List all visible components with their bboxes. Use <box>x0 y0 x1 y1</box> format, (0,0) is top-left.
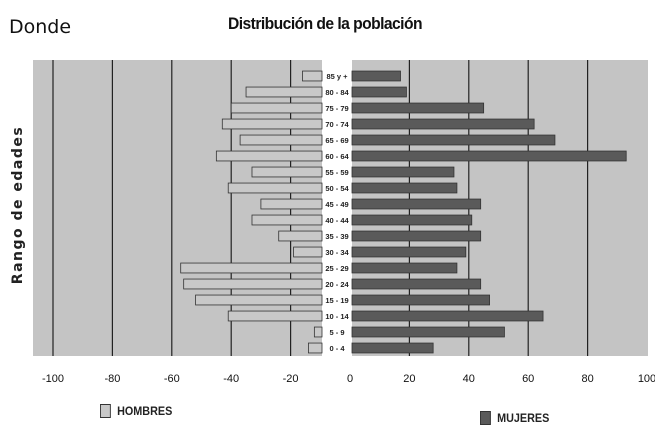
legend-swatch-mujeres <box>480 411 491 425</box>
bar-hombres <box>227 182 323 194</box>
x-tick-label: 60 <box>522 373 534 385</box>
bar-mujeres <box>351 118 535 130</box>
legend-swatch-hombres <box>100 404 111 418</box>
bar-hombres <box>308 342 323 354</box>
bar-mujeres <box>351 310 544 322</box>
bar-hombres <box>251 166 323 178</box>
bar-hombres <box>215 150 323 162</box>
category-label: 65 - 69 <box>325 136 348 145</box>
bar-hombres <box>183 278 323 290</box>
x-tick-label: -60 <box>164 373 180 385</box>
category-label: 70 - 74 <box>325 120 349 129</box>
bar-mujeres <box>351 262 458 274</box>
legend-label-hombres: HOMBRES <box>117 404 173 418</box>
category-label: 85 y + <box>326 72 348 81</box>
bar-hombres <box>230 102 323 114</box>
x-tick-label: 80 <box>581 373 593 385</box>
category-label: 75 - 79 <box>325 104 348 113</box>
center-label-band <box>322 60 352 356</box>
legend-mujeres: MUJERES <box>480 411 549 425</box>
category-label: 35 - 39 <box>325 232 348 241</box>
bar-hombres <box>293 246 323 258</box>
category-label: 5 - 9 <box>329 328 344 337</box>
category-label: 10 - 14 <box>325 312 349 321</box>
bar-mujeres <box>351 214 473 226</box>
bar-hombres <box>313 326 323 338</box>
bar-hombres <box>245 86 323 98</box>
bar-mujeres <box>351 86 407 98</box>
bar-mujeres <box>351 294 490 306</box>
bar-hombres <box>278 230 323 242</box>
legend-hombres: HOMBRES <box>100 404 172 418</box>
category-label: 55 - 59 <box>325 168 348 177</box>
category-label: 30 - 34 <box>325 248 349 257</box>
x-tick-label: -40 <box>223 373 239 385</box>
category-label: 45 - 49 <box>325 200 348 209</box>
category-label: 80 - 84 <box>325 88 349 97</box>
bar-mujeres <box>351 70 401 82</box>
x-tick-label: -80 <box>104 373 120 385</box>
bar-mujeres <box>351 342 434 354</box>
x-tick-label: -20 <box>283 373 299 385</box>
x-tick-label: -100 <box>42 373 64 385</box>
chart-title: Distribución de la población <box>228 14 423 33</box>
category-label: 50 - 54 <box>325 184 349 193</box>
bar-mujeres <box>351 278 482 290</box>
bar-mujeres <box>351 182 458 194</box>
category-label: 20 - 24 <box>325 280 349 289</box>
bar-hombres <box>180 262 323 274</box>
category-label: 25 - 29 <box>325 264 348 273</box>
header-word: Donde <box>9 16 72 38</box>
bar-hombres <box>221 118 323 130</box>
legend-label-mujeres: MUJERES <box>497 411 550 425</box>
bar-mujeres <box>351 230 482 242</box>
category-label: 40 - 44 <box>325 216 349 225</box>
bar-mujeres <box>351 134 556 146</box>
bar-hombres <box>260 198 323 210</box>
bar-mujeres <box>351 198 482 210</box>
bar-hombres <box>302 70 323 82</box>
bar-hombres <box>227 310 323 322</box>
category-label: 0 - 4 <box>329 344 345 353</box>
category-label: 15 - 19 <box>325 296 348 305</box>
x-tick-label: 0 <box>347 373 353 385</box>
bar-hombres <box>251 214 323 226</box>
x-tick-label: 40 <box>463 373 475 385</box>
x-tick-label: 20 <box>403 373 415 385</box>
category-label: 60 - 64 <box>325 152 349 161</box>
bar-mujeres <box>351 166 455 178</box>
bar-hombres <box>239 134 323 146</box>
bar-hombres <box>195 294 323 306</box>
x-tick-label: 100 <box>638 373 655 385</box>
bar-mujeres <box>351 102 485 114</box>
bar-mujeres <box>351 326 505 338</box>
bar-mujeres <box>351 246 467 258</box>
bar-mujeres <box>351 150 627 162</box>
